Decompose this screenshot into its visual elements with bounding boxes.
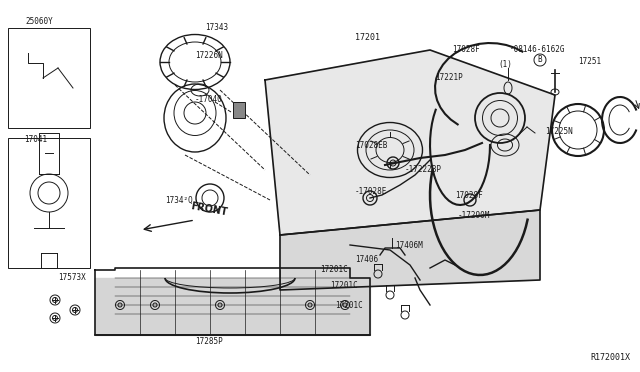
Polygon shape (265, 50, 555, 235)
Polygon shape (95, 278, 370, 335)
Text: 17221P: 17221P (435, 74, 463, 83)
Text: 17573X: 17573X (58, 273, 86, 282)
Text: 17028F: 17028F (455, 190, 483, 199)
Text: 17201: 17201 (355, 33, 380, 42)
Text: -17290M: -17290M (458, 211, 490, 219)
Bar (8, 28, 90, 128)
Text: 25060Y: 25060Y (25, 17, 52, 26)
Text: 1734²Q: 1734²Q (165, 196, 193, 205)
Text: 17406: 17406 (355, 256, 378, 264)
Text: 17285P: 17285P (195, 337, 223, 346)
Text: -17222BP: -17222BP (405, 166, 442, 174)
Text: 17251: 17251 (578, 58, 601, 67)
Text: 17028EB: 17028EB (355, 141, 387, 150)
Bar (8, 138, 90, 268)
Text: -17028E: -17028E (355, 187, 387, 196)
Text: 17225N: 17225N (545, 128, 573, 137)
Text: FRONT: FRONT (190, 201, 228, 217)
Text: 17343: 17343 (205, 23, 228, 32)
Bar (233, 102, 245, 118)
Text: 17406M: 17406M (395, 241, 423, 250)
Text: 17201C: 17201C (335, 301, 363, 310)
Text: 17041: 17041 (24, 135, 47, 144)
Text: 17201C: 17201C (320, 266, 348, 275)
Text: (1): (1) (498, 61, 512, 70)
Text: -17040: -17040 (195, 96, 223, 105)
Text: ²08146-6162G: ²08146-6162G (510, 45, 566, 55)
Polygon shape (280, 210, 540, 290)
Text: 17201C: 17201C (330, 280, 358, 289)
Text: 17226N: 17226N (195, 51, 223, 60)
Text: B: B (538, 55, 542, 64)
Text: R172001X: R172001X (590, 353, 630, 362)
Text: 17028F: 17028F (452, 45, 480, 55)
